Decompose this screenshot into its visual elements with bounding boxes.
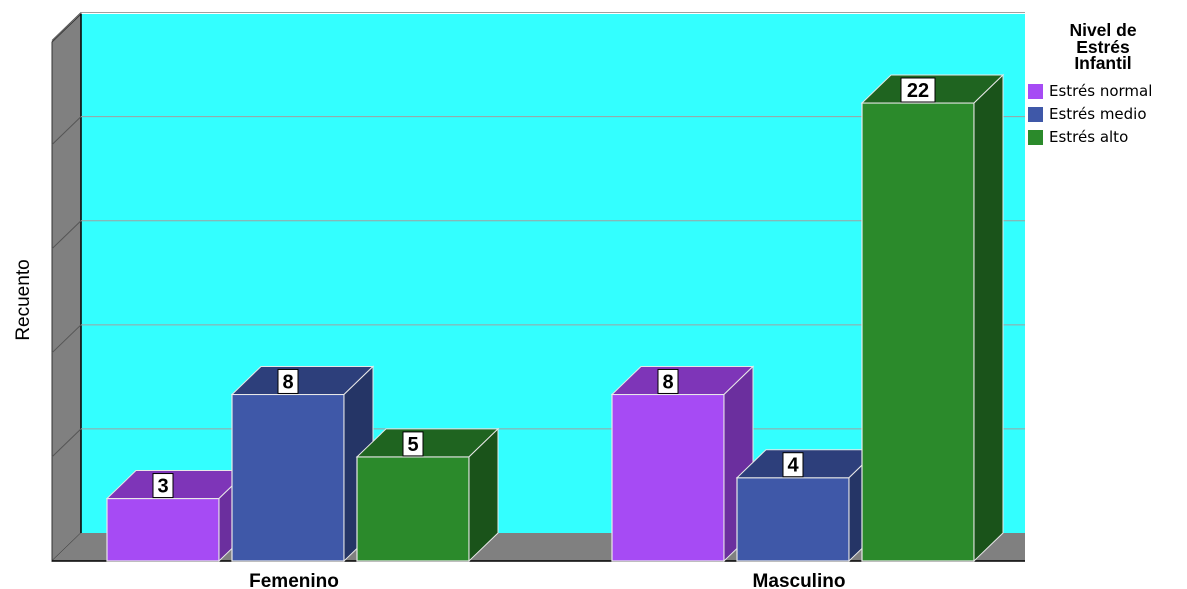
bar-front (231, 393, 345, 562)
legend-title: Nivel de Estrés Infantil (1028, 22, 1178, 72)
data-label: 22 (907, 80, 929, 102)
left-wall (51, 12, 82, 563)
data-label-box (277, 368, 299, 394)
data-label-box (782, 452, 804, 478)
legend: Nivel de Estrés Infantil Estrés normal E… (1028, 22, 1186, 149)
bar: 4 (735, 448, 880, 563)
gridline-side (51, 220, 82, 250)
bar-front (106, 497, 220, 562)
data-label-box (402, 431, 424, 457)
legend-label: Estrés normal (1049, 82, 1153, 100)
legend-item: Estrés normal (1028, 80, 1186, 103)
legend-label: Estrés medio (1049, 105, 1147, 123)
bar: 22 (860, 73, 1005, 563)
gridline-side (51, 324, 82, 354)
bar: 5 (355, 427, 500, 563)
legend-item: Estrés alto (1028, 126, 1186, 149)
legend-title-line: Infantil (1074, 53, 1132, 73)
bar-front (736, 477, 850, 562)
bar-front (861, 102, 975, 562)
data-label-box (152, 473, 174, 499)
data-label: 8 (282, 371, 293, 393)
data-label: 8 (662, 371, 673, 393)
legend-item: Estrés medio (1028, 103, 1186, 126)
legend-swatch (1028, 129, 1043, 145)
bar-side (973, 73, 1004, 563)
bar: 8 (230, 365, 375, 563)
y-axis-label: Recuento (13, 259, 34, 341)
legend-title-line: Nivel de (1069, 20, 1137, 40)
data-label: 5 (407, 434, 418, 456)
legend-label: Estrés alto (1049, 128, 1129, 146)
bar-front (611, 393, 725, 562)
y-axis-label-box: Recuento (4, 240, 44, 360)
gridline-side (51, 12, 82, 41)
gridline-side (51, 116, 82, 145)
bar-side (468, 427, 499, 563)
data-label: 4 (787, 455, 799, 477)
data-label: 3 (157, 476, 168, 498)
legend-swatch (1028, 83, 1043, 99)
x-tick-label: Masculino (753, 571, 846, 589)
legend-swatch (1028, 106, 1043, 122)
legend-title-line: Estrés (1076, 36, 1130, 57)
data-label-box (900, 77, 936, 103)
gridline-side (51, 428, 82, 458)
data-label-box (657, 368, 679, 394)
bar-front (356, 456, 470, 562)
bar: 8 (610, 365, 755, 563)
bars: 3 8 5 8 4 22 (105, 73, 1005, 563)
bar: 3 (105, 469, 250, 563)
x-tick-labels: Femenino Masculino (249, 571, 845, 589)
x-tick-label: Femenino (249, 571, 339, 589)
